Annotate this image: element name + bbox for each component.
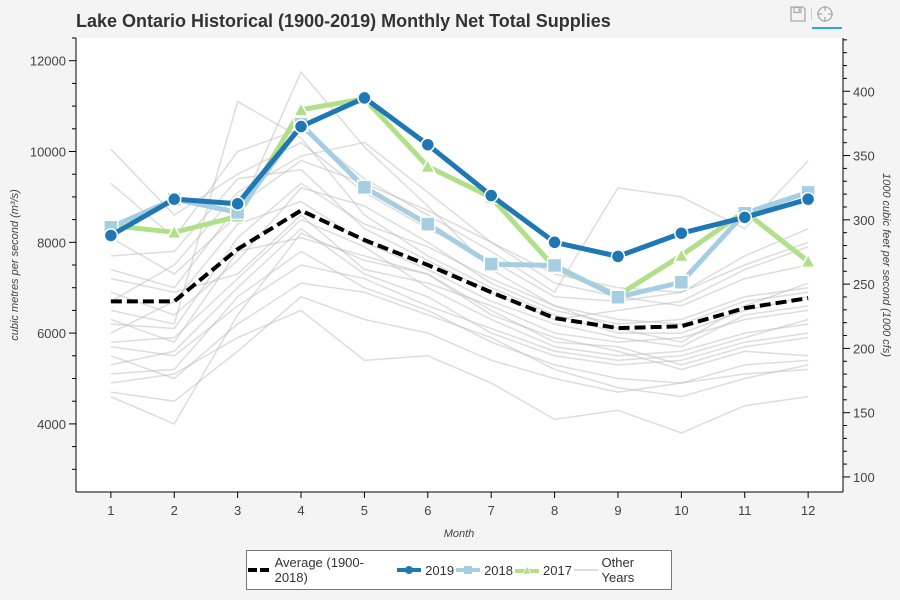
- point-2019: [103, 228, 119, 243]
- toolbar: [787, 3, 836, 25]
- x-tick-label: 3: [234, 503, 241, 518]
- point-2019: [167, 191, 182, 207]
- point-2019: [674, 225, 689, 241]
- x-axis-label: Month: [444, 528, 475, 540]
- chart-title: Lake Ontario Historical (1900-2019) Mont…: [76, 11, 611, 31]
- active-tool-indicator: [812, 27, 842, 29]
- point-2018: [673, 274, 690, 291]
- point-2019: [357, 90, 372, 106]
- point-2017: [165, 223, 183, 240]
- toolbar-divider: [811, 8, 812, 20]
- point-2017: [799, 252, 817, 269]
- legend-swatch-2018: [456, 566, 481, 574]
- other-year-line: [110, 200, 809, 348]
- x-tick-label: 8: [551, 503, 558, 518]
- crosshair-icon: [817, 6, 833, 22]
- point-2017: [419, 157, 437, 174]
- legend-label: 2017: [543, 562, 572, 578]
- y-tick-label: 12000: [30, 54, 66, 69]
- point-2019: [420, 137, 436, 152]
- y2-tick-label: 100: [853, 470, 875, 485]
- other-year-line: [110, 282, 809, 398]
- legend-label: Average (1900-2018): [274, 555, 364, 585]
- y-tick-label: 8000: [37, 235, 66, 250]
- other-years-lines: [110, 70, 809, 434]
- save-button[interactable]: [787, 3, 809, 25]
- point-2018: [356, 179, 373, 196]
- legend-swatch-average: [248, 568, 270, 572]
- point-2017: [673, 246, 690, 263]
- x-tick-label: 5: [361, 503, 368, 518]
- other-year-line: [110, 264, 809, 362]
- x-tick-label: 11: [738, 503, 752, 518]
- point-2019: [483, 188, 499, 203]
- series-line-average: [110, 208, 809, 331]
- other-year-line: [110, 295, 809, 402]
- x-tick-label: 12: [801, 503, 815, 518]
- y2-tick-label: 350: [853, 149, 875, 164]
- other-year-line: [110, 70, 809, 343]
- legend-item-2019[interactable]: 2019: [397, 563, 454, 578]
- point-2018: [483, 256, 499, 272]
- point-2019: [293, 119, 309, 134]
- legend-label: 2018: [484, 562, 513, 578]
- y-tick-label: 4000: [37, 417, 66, 432]
- legend: Average (1900-2018) 2019 2018 2017 Other…: [246, 550, 672, 590]
- series-line-2018: [109, 121, 809, 300]
- series-lines: [102, 90, 817, 331]
- point-2018: [546, 257, 563, 274]
- legend-item-average[interactable]: Average (1900-2018): [247, 555, 395, 585]
- y-tick-label: 6000: [37, 326, 66, 341]
- point-2018: [420, 216, 436, 232]
- other-year-line: [110, 236, 809, 366]
- legend-label: Other Years: [601, 555, 635, 585]
- other-year-line: [110, 100, 809, 334]
- y2-tick-label: 300: [853, 213, 875, 228]
- point-2019: [800, 191, 816, 207]
- legend-item-other-years[interactable]: Other Years: [573, 555, 669, 585]
- series-line-2017: [110, 96, 810, 298]
- legend-swatch-2017: [515, 565, 539, 575]
- other-year-line: [110, 186, 809, 325]
- point-2019: [610, 249, 626, 264]
- x-tick-label: 1: [107, 503, 114, 518]
- y2-tick-label: 250: [853, 277, 875, 292]
- point-2017: [292, 101, 310, 117]
- legend-swatch-other-years: [573, 569, 598, 571]
- axes: 4000 6000 8000 10000 12000 100 150 200 250 300 350…: [30, 37, 875, 518]
- other-year-line: [110, 168, 809, 321]
- crosshair-button[interactable]: [814, 3, 836, 25]
- point-2019: [547, 235, 562, 250]
- y2-axis-label: 1000 cubic feet per second (1000 cfs): [880, 173, 892, 357]
- y2-tick-label: 200: [853, 341, 875, 356]
- y-tick-label: 10000: [30, 145, 66, 160]
- legend-swatch-2019: [397, 566, 422, 574]
- x-tick-label: 4: [297, 503, 304, 518]
- x-tick-label: 7: [488, 503, 495, 518]
- x-tick-label: 10: [674, 503, 688, 518]
- x-tick-label: 6: [424, 503, 431, 518]
- legend-label: 2019: [425, 562, 455, 578]
- legend-item-2018[interactable]: 2018: [456, 563, 513, 578]
- series-line-2019: [109, 95, 809, 259]
- y2-tick-label: 150: [853, 406, 875, 421]
- other-year-line: [110, 227, 809, 366]
- other-year-line: [110, 127, 809, 294]
- point-2019: [230, 196, 245, 211]
- other-year-line: [110, 309, 809, 434]
- legend-item-2017[interactable]: 2017: [515, 563, 572, 578]
- y-axis-label: cubic metres per second (m³/s): [9, 189, 21, 341]
- other-year-line: [110, 218, 809, 357]
- x-tick-label: 9: [614, 503, 621, 518]
- point-2018: [610, 289, 626, 305]
- x-tick-label: 2: [171, 503, 178, 518]
- point-2019: [737, 210, 752, 225]
- y2-tick-label: 400: [853, 84, 875, 99]
- floppy-disk-icon: [790, 6, 806, 22]
- other-year-line: [110, 214, 809, 343]
